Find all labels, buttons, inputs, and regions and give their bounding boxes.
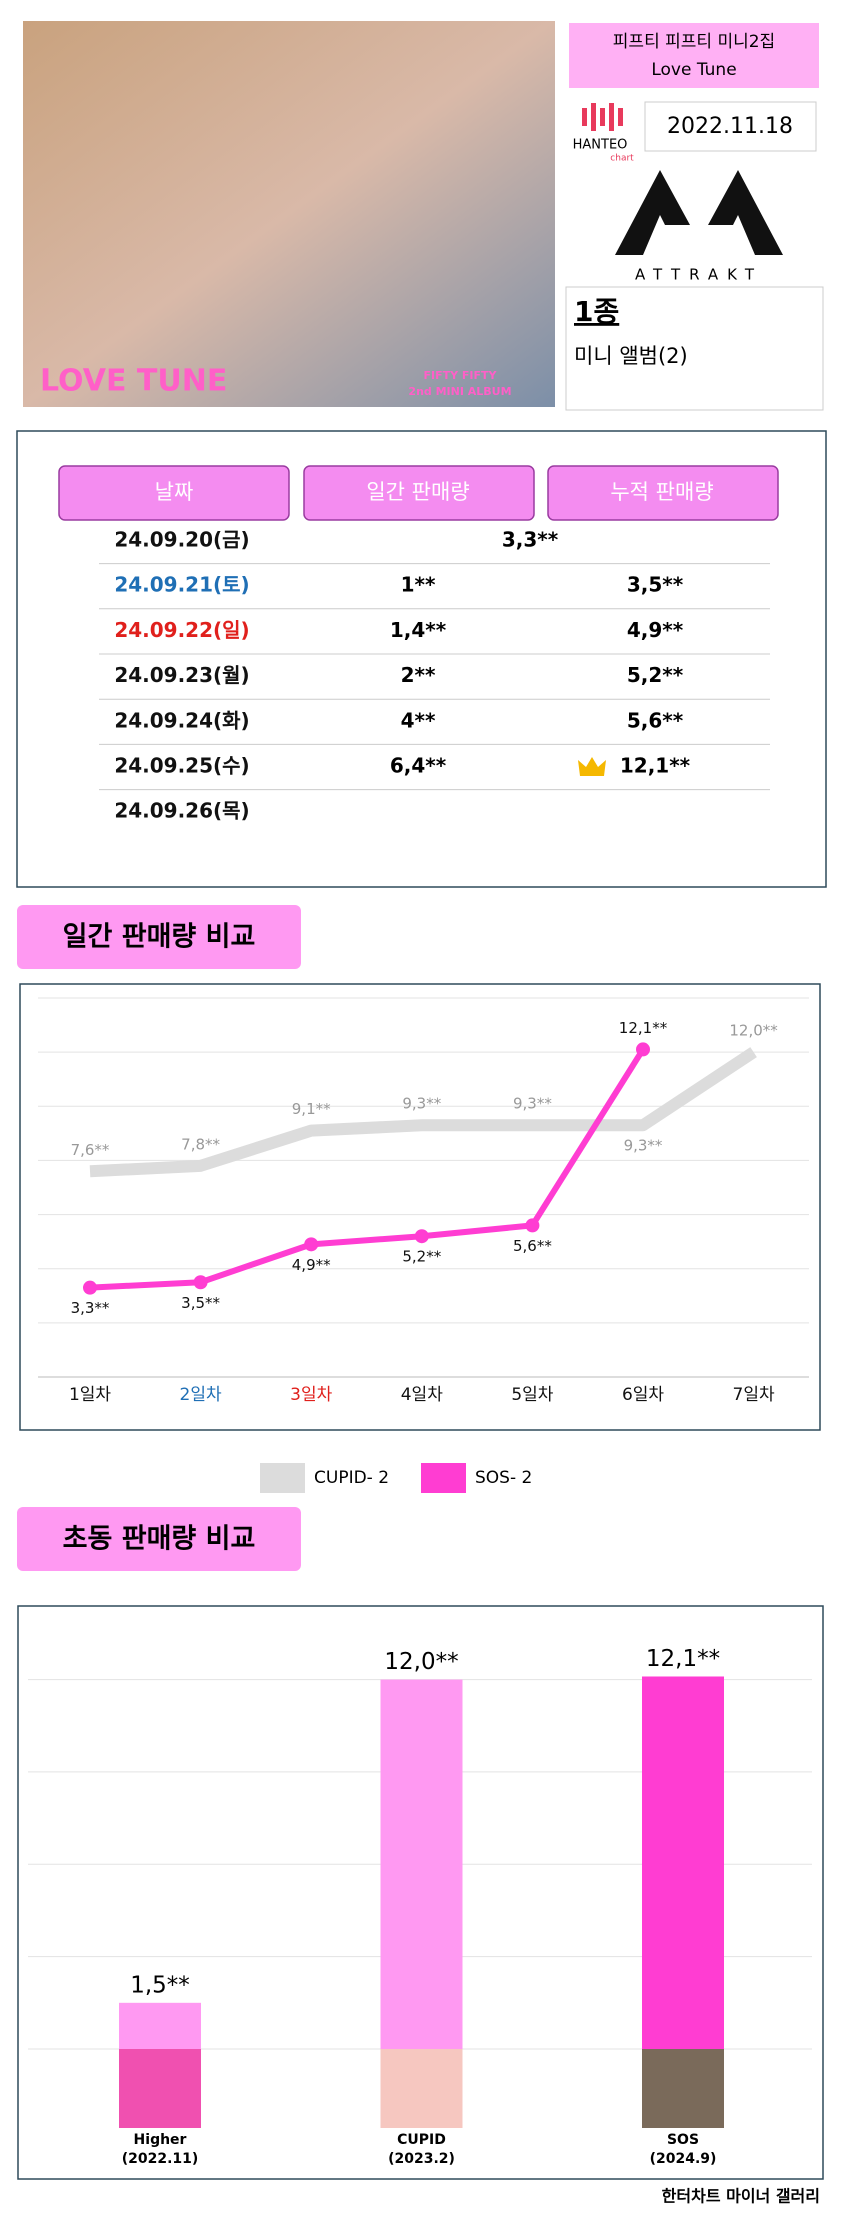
value-label: 7,6** [71, 1141, 110, 1159]
section-title-box [17, 905, 301, 969]
hanteo: HANTEO [573, 138, 628, 153]
footer: 한터차트 마이너 갤러리 [662, 2187, 820, 2206]
point [414, 1229, 429, 1244]
row-daily: 2** [401, 663, 436, 687]
info-box [565, 286, 824, 411]
x-tick-label: SOS [667, 2132, 699, 2148]
row-daily: 1** [401, 573, 436, 597]
value-label: 9,3** [624, 1137, 663, 1155]
value-label: 7,8** [181, 1135, 220, 1153]
section-title: 일간 판매량 비교 [63, 922, 256, 953]
value-label: 12,1** [646, 1646, 720, 1672]
row-total: 5,6** [627, 708, 684, 732]
row-date: 24.09.24(화) [114, 708, 249, 732]
x-tick-label: 2일차 [180, 1385, 222, 1405]
section-title-box [17, 1507, 301, 1571]
value-label: 3,3** [71, 1299, 110, 1317]
value-label: 9,3** [402, 1095, 441, 1113]
point [636, 1042, 650, 1057]
section-title: 초동 판매량 비교 [63, 1524, 256, 1555]
row-date: 24.09.23(월) [114, 663, 249, 687]
album-caption: FIFTY FIFTY [423, 369, 497, 382]
value-label: 4,9** [292, 1256, 331, 1274]
value-label: 12,0** [729, 1022, 778, 1040]
legend-label: SOS- 2 [475, 1468, 532, 1488]
row-merged: 3,3** [502, 528, 559, 552]
x-tick-label: 4일차 [401, 1385, 443, 1405]
row-date: 24.09.26(목) [114, 799, 249, 823]
x-tick-label: CUPID [397, 2132, 446, 2148]
legend-swatch [260, 1463, 305, 1493]
x-tick-label: 3일차 [290, 1385, 332, 1405]
column-header: 날짜 [155, 480, 194, 504]
series-line [89, 1047, 646, 1291]
x-tick-sublabel: (2022.11) [122, 2151, 199, 2167]
x-tick-label: 7일차 [733, 1385, 775, 1405]
point [193, 1275, 208, 1290]
row-daily: 4** [401, 708, 436, 732]
column-header-box [58, 465, 290, 521]
point [83, 1280, 97, 1295]
legend-swatch [421, 1463, 466, 1493]
x-tick-label: 6일차 [622, 1385, 664, 1405]
date: 2022.11.18 [667, 114, 793, 139]
row-total: 4,9** [627, 618, 684, 642]
album-photo [23, 21, 555, 407]
row-total: 3,5** [627, 573, 684, 597]
legend-label: CUPID- 2 [314, 1468, 389, 1488]
row-total: 12,1** [620, 754, 691, 778]
versions: 1종 [574, 295, 619, 328]
hanteo-sub: chart [610, 154, 634, 164]
bar [119, 2002, 201, 2049]
subtitle: Love Tune [651, 60, 736, 80]
row-daily: 1,4** [390, 618, 447, 642]
line-frame [19, 983, 821, 1431]
value-label: 9,1** [292, 1100, 331, 1118]
row-date: 24.09.21(토) [114, 573, 249, 597]
x-tick-sublabel: (2024.9) [650, 2151, 717, 2167]
hanteo-logo [582, 103, 623, 131]
album-cover [119, 2049, 201, 2128]
value-label: 3,5** [181, 1294, 220, 1312]
x-tick-sublabel: (2023.2) [388, 2151, 455, 2167]
album-text: LOVE TUNE [40, 364, 227, 399]
label-logo [615, 170, 783, 255]
row-date: 24.09.22(일) [114, 618, 249, 642]
x-tick-label: 1일차 [69, 1385, 111, 1405]
row-total: 5,2** [627, 663, 684, 687]
value-label: 1,5** [130, 1972, 190, 1998]
row-daily: 6,4** [390, 754, 447, 778]
title-box [569, 23, 819, 88]
crown [578, 757, 606, 776]
label: ATTRAKT [635, 266, 763, 284]
bar [642, 1676, 724, 2049]
value-label: 5,6** [513, 1237, 552, 1255]
x-tick-label: 5일차 [511, 1385, 553, 1405]
column-header-box [303, 465, 535, 521]
value-label: 12,0** [384, 1649, 458, 1675]
row-date: 24.09.20(금) [114, 528, 249, 552]
x-tick-label: Higher [134, 2132, 187, 2148]
bar [380, 1679, 463, 2049]
album-cover [380, 2049, 463, 2128]
album-cover [642, 2049, 724, 2128]
value-label: 5,2** [402, 1248, 441, 1266]
album-caption: 2nd MINI ALBUM [408, 385, 511, 398]
title: 피프티 피프티 미니2집 [613, 32, 775, 52]
date-box [644, 101, 817, 152]
column-header-box [547, 465, 779, 521]
row-date: 24.09.25(수) [114, 754, 249, 778]
value-label: 9,3** [513, 1095, 552, 1113]
point [304, 1237, 319, 1252]
series-line [89, 1047, 757, 1178]
column-header: 일간 판매량 [366, 480, 469, 504]
value-label: 12,1** [619, 1019, 668, 1037]
format: 미니 앨범(2) [574, 344, 688, 368]
point [525, 1218, 540, 1233]
column-header: 누적 판매량 [610, 480, 713, 504]
